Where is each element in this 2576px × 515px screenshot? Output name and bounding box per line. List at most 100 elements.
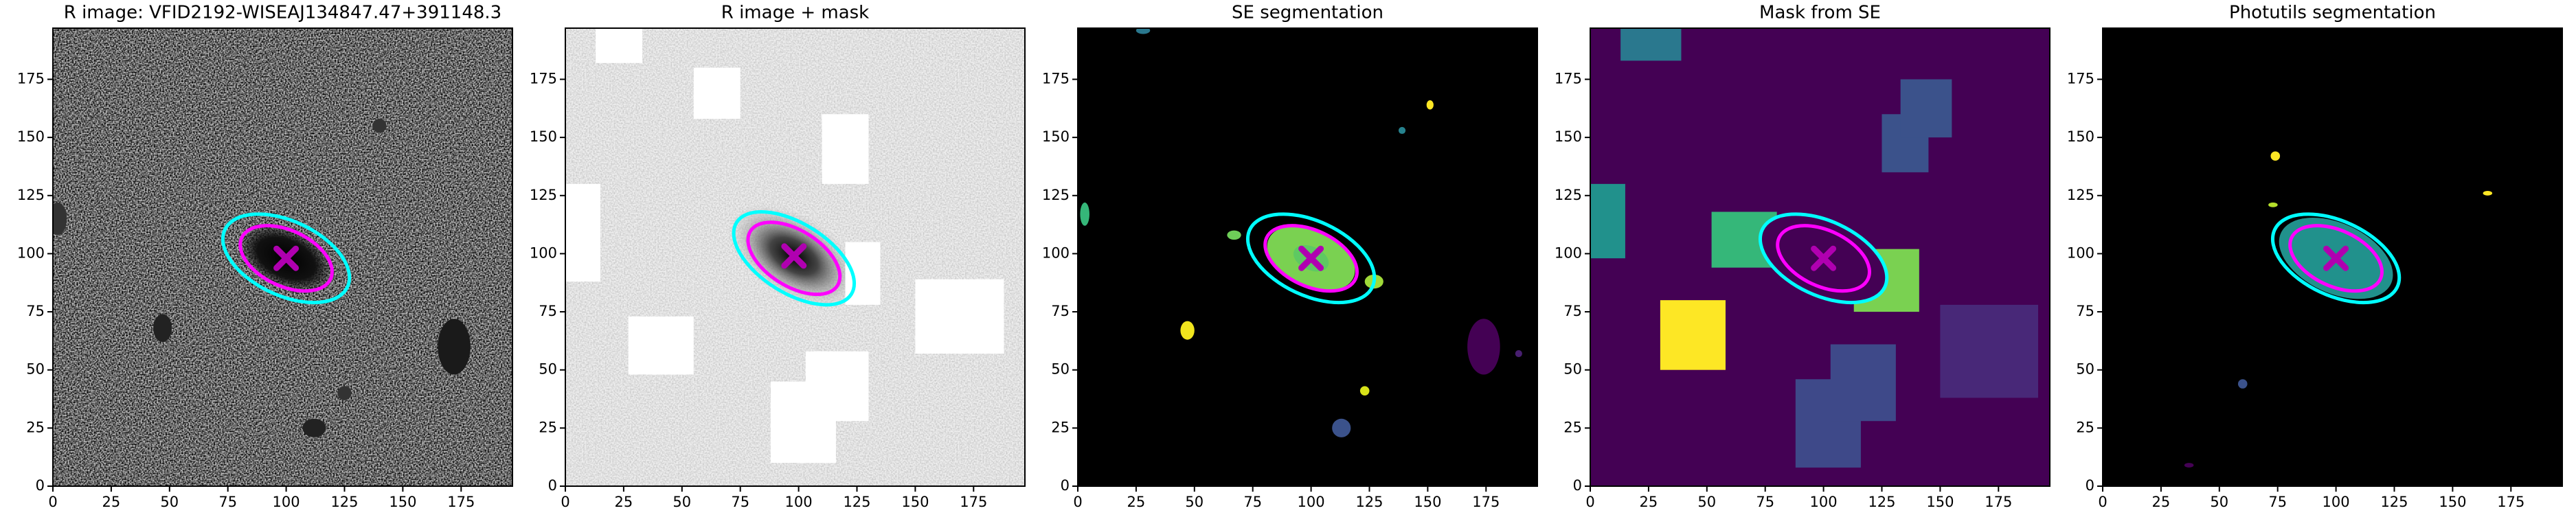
x-tick-label: 25 — [615, 494, 633, 510]
image — [565, 28, 1025, 486]
segment — [2184, 463, 2194, 468]
y-tick-label: 50 — [539, 361, 557, 378]
x-tick-label: 25 — [1640, 494, 1658, 510]
x-tick-label: 150 — [2439, 494, 2466, 510]
segment — [1136, 28, 1151, 34]
panel-title: Mask from SE — [1759, 3, 1881, 23]
x-tick-label: 0 — [561, 494, 569, 510]
segment — [2483, 191, 2493, 196]
y-tick-label: 25 — [26, 419, 45, 435]
y-tick-label: 25 — [1563, 419, 1582, 435]
y-tick-label: 0 — [1573, 477, 1582, 494]
x-tick-label: 25 — [102, 494, 121, 510]
segment — [1426, 100, 1434, 110]
segment — [1080, 202, 1089, 226]
panel-title: Photutils segmentation — [2229, 3, 2436, 23]
axes-frame — [2102, 27, 2563, 487]
y-tick-label: 50 — [1563, 361, 1582, 378]
ellipse — [1776, 224, 1871, 293]
y-tick-label: 0 — [36, 477, 45, 494]
mask-region — [1620, 28, 1682, 61]
x-tick-label: 175 — [960, 494, 987, 510]
y-tick-label: 150 — [1555, 128, 1582, 145]
axes-frame — [52, 27, 513, 487]
x-tick-label: 0 — [48, 494, 57, 510]
segment — [2237, 379, 2248, 389]
ellipse — [2288, 224, 2384, 293]
ellipse — [1758, 212, 1889, 305]
x-tick-label: 50 — [1697, 494, 1716, 510]
x-tick-label: 175 — [447, 494, 475, 510]
y-tick-label: 150 — [17, 128, 45, 145]
x-tick-label: 25 — [1127, 494, 1146, 510]
segment — [1359, 386, 1370, 396]
x-tick-label: 125 — [330, 494, 358, 510]
x-tick-label: 0 — [1073, 494, 1082, 510]
source — [53, 202, 67, 236]
y-tick-label: 0 — [1061, 477, 1070, 494]
y-tick-label: 125 — [530, 187, 557, 203]
x-tick-label: 150 — [901, 494, 929, 510]
mask-region — [1940, 304, 2039, 398]
x-tick-label: 150 — [389, 494, 416, 510]
segment — [1467, 319, 1500, 375]
y-tick-label: 75 — [26, 303, 45, 319]
panel — [1078, 28, 1537, 486]
y-tick-label: 100 — [17, 244, 45, 261]
y-tick-label: 175 — [1555, 70, 1582, 87]
x-tick-label: 175 — [2497, 494, 2524, 510]
x-tick-label: 75 — [218, 494, 237, 510]
ellipse — [2270, 212, 2402, 305]
x-tick-label: 50 — [2210, 494, 2228, 510]
image — [1590, 28, 2050, 486]
x-tick-label: 125 — [2380, 494, 2408, 510]
y-tick-label: 25 — [1051, 419, 1070, 435]
y-tick-label: 50 — [1051, 361, 1070, 378]
x-tick-label: 150 — [1926, 494, 1954, 510]
y-tick-label: 125 — [1042, 187, 1070, 203]
x-tick-label: 175 — [1472, 494, 1500, 510]
y-tick-label: 175 — [17, 70, 45, 87]
y-tick-label: 150 — [1042, 128, 1070, 145]
y-tick-label: 75 — [1563, 303, 1582, 319]
ellipse — [1263, 224, 1359, 293]
source — [302, 418, 326, 437]
source — [438, 319, 471, 375]
ellipse — [732, 210, 857, 307]
source — [337, 386, 352, 400]
y-tick-label: 125 — [17, 187, 45, 203]
axes-frame — [1590, 27, 2050, 487]
segment — [1332, 418, 1351, 437]
x-tick-label: 75 — [1243, 494, 1262, 510]
mask — [565, 28, 1004, 464]
y-tick-label: 75 — [2076, 303, 2094, 319]
y-tick-label: 175 — [1042, 70, 1070, 87]
y-tick-label: 100 — [2067, 244, 2094, 261]
segment — [1227, 230, 1241, 240]
y-tick-label: 50 — [26, 361, 45, 378]
x-tick-label: 75 — [2268, 494, 2287, 510]
panel — [565, 28, 1025, 486]
x-tick-label: 75 — [731, 494, 749, 510]
x-tick-label: 100 — [785, 494, 813, 510]
panel-title: R image + mask — [721, 3, 870, 23]
x-tick-label: 150 — [1414, 494, 1441, 510]
y-tick-label: 0 — [548, 477, 557, 494]
y-tick-label: 50 — [2076, 361, 2094, 378]
x-tick-label: 0 — [2098, 494, 2107, 510]
y-tick-label: 150 — [530, 128, 557, 145]
segment — [1515, 350, 1522, 358]
x-tick-label: 125 — [1355, 494, 1383, 510]
y-tick-label: 150 — [2067, 128, 2094, 145]
center-marker — [2323, 245, 2349, 271]
y-tick-label: 75 — [539, 303, 557, 319]
source — [372, 119, 387, 133]
y-tick-label: 125 — [2067, 187, 2094, 203]
center-marker — [1298, 245, 1324, 271]
panel — [2103, 28, 2562, 486]
mask-region — [1590, 183, 1625, 259]
source — [153, 314, 172, 343]
panel — [53, 28, 512, 486]
